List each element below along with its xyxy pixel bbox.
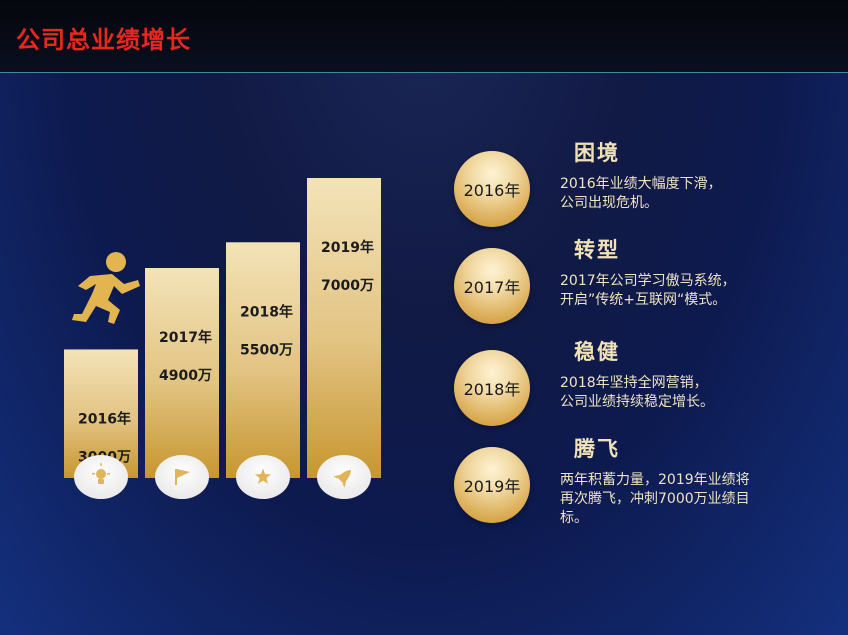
description-line: 公司出现危机。 <box>560 195 658 211</box>
description-line: 2016年业绩大幅度下滑， <box>560 176 722 192</box>
phase-description: 两年积蓄力量，2019年业绩将 再次腾飞，冲刺7000万业绩目 标。 <box>560 471 810 528</box>
lightbulb-icon <box>92 463 110 484</box>
bar-value-label: 4900万 <box>159 368 212 384</box>
description-line: 2017年公司学习傲马系统， <box>560 273 736 289</box>
bar-value-label: 7000万 <box>321 278 374 294</box>
running-man-icon <box>72 252 140 324</box>
star-icon <box>254 468 272 484</box>
flag-icon <box>175 469 190 485</box>
year-circle: 2019年 <box>454 447 530 523</box>
bar-category-label: 2016年 <box>78 410 131 427</box>
year-circle: 2016年 <box>454 151 530 227</box>
phase-description: 2016年业绩大幅度下滑， 公司出现危机。 <box>560 175 810 213</box>
year-circle: 2017年 <box>454 248 530 324</box>
bar-value-label: 5500万 <box>240 342 293 358</box>
page-title: 公司总业绩增长 <box>16 25 191 54</box>
header-bar: 公司总业绩增长 <box>0 0 848 73</box>
bar-3 <box>226 242 300 478</box>
bar-category-label: 2018年 <box>240 303 293 320</box>
phase-title: 稳健 <box>574 339 620 364</box>
phase-title: 转型 <box>574 237 620 262</box>
bar-4 <box>307 178 381 478</box>
phase-description: 2018年坚持全网营销， 公司业绩持续稳定增长。 <box>560 374 810 412</box>
year-circle: 2018年 <box>454 350 530 426</box>
bar-category-label: 2017年 <box>159 329 212 346</box>
description-line: 两年积蓄力量，2019年业绩将 <box>560 472 750 488</box>
description-line: 公司业绩持续稳定增长。 <box>560 394 714 410</box>
description-line: 开启”传统+互联网“模式。 <box>560 292 727 308</box>
description-line: 2018年坚持全网营销， <box>560 375 708 391</box>
phase-title: 困境 <box>574 140 620 165</box>
bar-category-label: 2019年 <box>321 239 374 256</box>
description-line: 再次腾飞，冲刺7000万业绩目 <box>560 491 750 507</box>
description-line: 标。 <box>560 510 588 526</box>
phase-title: 腾飞 <box>574 436 620 461</box>
bar-icon-circle <box>155 455 209 499</box>
bar-2 <box>145 268 219 478</box>
phase-description: 2017年公司学习傲马系统， 开启”传统+互联网“模式。 <box>560 272 810 310</box>
rocket-icon <box>333 469 352 488</box>
